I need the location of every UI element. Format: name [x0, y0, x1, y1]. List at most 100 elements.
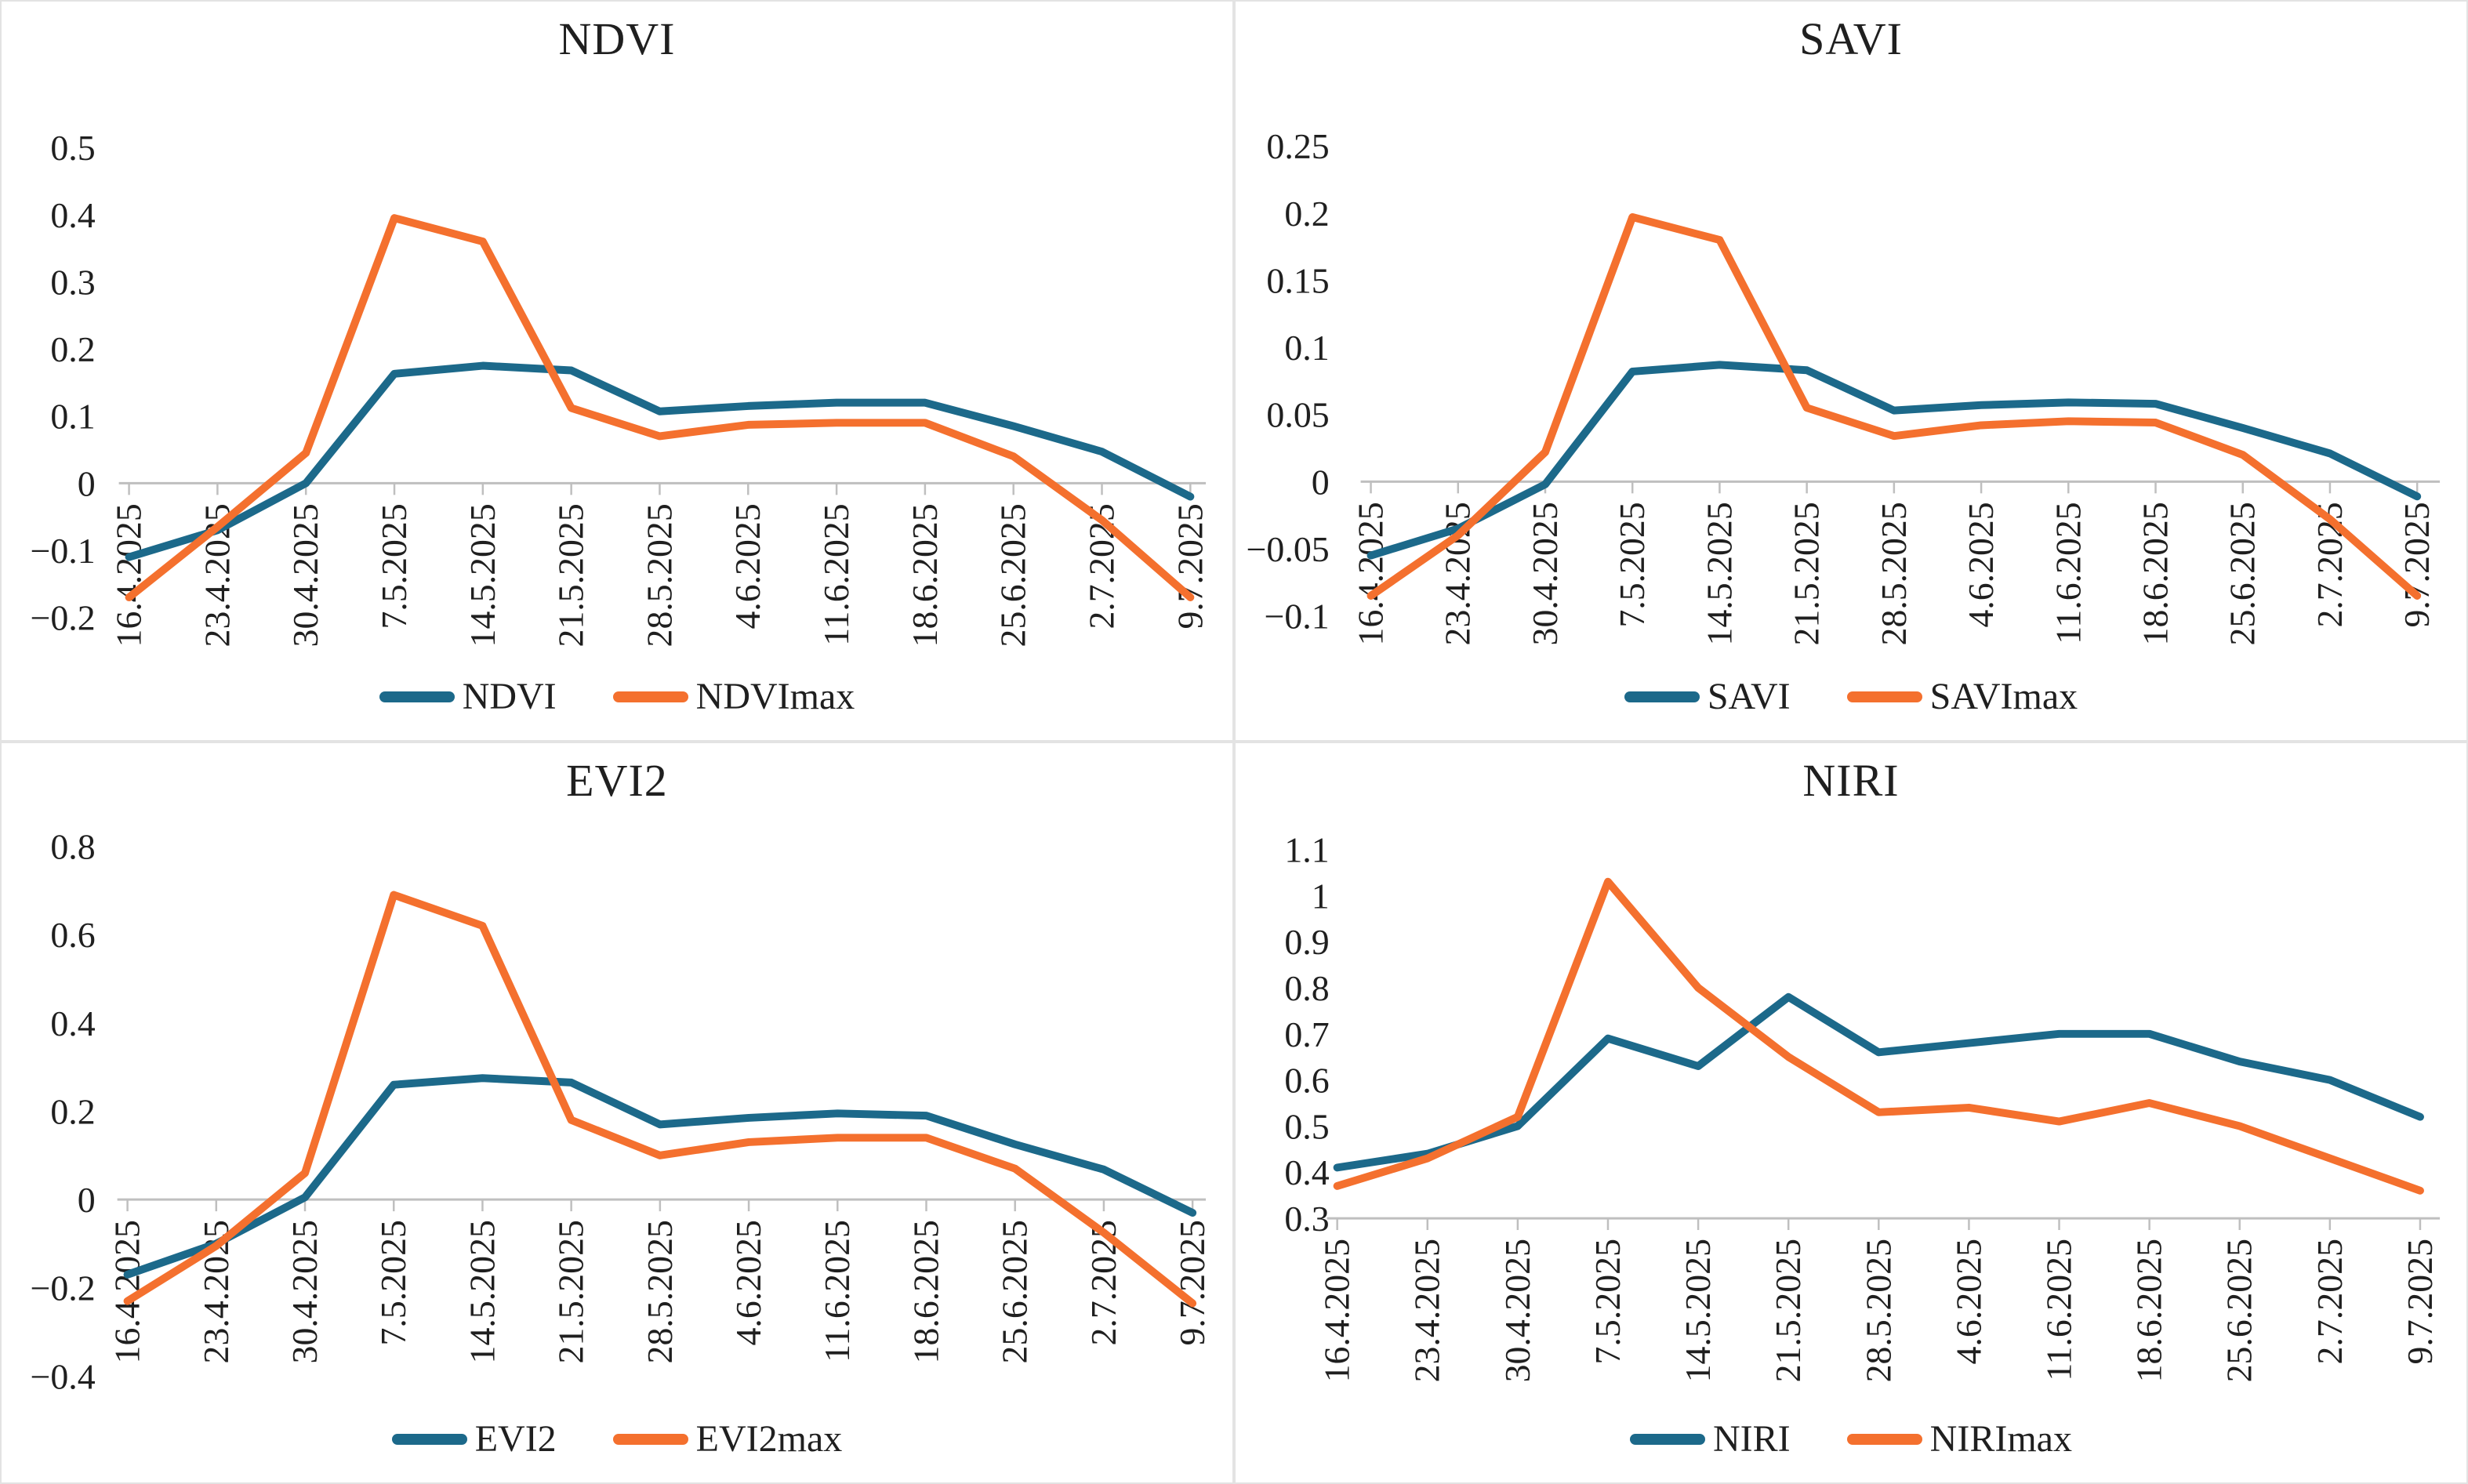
x-axis-label: 28.5.2025	[640, 1220, 680, 1363]
chart-panel-evi2: EVI2 16.4.2025 23.4.2025 30.4.2025 7.5.2025…	[0, 742, 1234, 1484]
legend-line-sample-max	[1846, 1433, 1922, 1445]
x-axis-label: 14.5.2025	[1678, 1239, 1718, 1382]
x-axis-label: 4.6.2025	[1961, 502, 2001, 627]
line-chart-niri: 16.4.2025 23.4.2025 30.4.2025 7.5.2025 14.5.…	[1284, 830, 2441, 1382]
y-axis-label: −0.05	[1247, 529, 1330, 569]
y-axis-label: 0.25	[1266, 126, 1329, 166]
y-axis-label: 0.2	[50, 1091, 95, 1131]
series-line-savi	[1366, 361, 2422, 560]
line-chart-savi: 16.4.2025 23.4.2025 30.4.2025 7.5.2025 14.5.…	[1247, 126, 2441, 645]
chart-title: SAVI	[1799, 13, 1903, 64]
chart-legend: SAVI SAVImax	[1236, 675, 2466, 718]
y-axis-label: 0.3	[50, 262, 95, 302]
chart-legend: NIRI NIRImax	[1236, 1417, 2466, 1460]
y-axis-label: 0	[78, 463, 96, 503]
x-axis-label: 18.6.2025	[2129, 1239, 2169, 1382]
y-axis-label: 0.5	[50, 128, 95, 168]
series-line-ndvimax	[125, 214, 1195, 601]
x-axis-label: 18.6.2025	[906, 1220, 945, 1363]
x-axis-label: 7.5.2025	[373, 1220, 413, 1345]
y-axis-label: 0.8	[1284, 968, 1329, 1008]
legend-label-max: SAVImax	[1929, 676, 2078, 717]
x-axis-label: 28.5.2025	[1874, 502, 1914, 645]
legend-line-sample-max	[612, 1433, 688, 1445]
legend-label-primary: NIRI	[1713, 1418, 1791, 1460]
legend-line-sample-primary	[1624, 691, 1700, 702]
line-chart-evi2: 16.4.2025 23.4.2025 30.4.2025 7.5.2025 14.5.…	[30, 827, 1212, 1397]
legend-label-max: NIRImax	[1929, 1418, 2072, 1460]
y-axis-label: 0.4	[1284, 1152, 1329, 1192]
series-line-ndvi	[125, 361, 1195, 561]
chart-title: NDVI	[558, 13, 676, 64]
legend-label-max: NDVImax	[695, 676, 855, 717]
y-axis-label: 1	[1312, 876, 1330, 916]
y-axis-label: 0.8	[50, 827, 95, 867]
chart-panel-ndvi: NDVI 16.4.2025 23.4.2025 30.4.2025 7.5.2025…	[0, 0, 1234, 742]
y-axis-label: 0	[1312, 462, 1330, 502]
y-axis-label: 0.5	[1284, 1106, 1329, 1146]
y-axis-label: −0.2	[30, 1268, 95, 1308]
legend-label-primary: SAVI	[1707, 676, 1791, 717]
y-axis-label: −0.4	[30, 1356, 95, 1396]
x-axis-label: 30.4.2025	[1497, 1239, 1537, 1382]
x-axis-label: 14.5.2025	[462, 1220, 502, 1363]
x-axis-label: 9.7.2025	[1170, 503, 1210, 629]
series-line-nirimax	[1333, 877, 2424, 1195]
x-axis-label: 2.7.2025	[2310, 1239, 2350, 1364]
x-axis-label: 16.4.2025	[109, 503, 149, 647]
x-axis-label: 30.4.2025	[1525, 502, 1565, 645]
legend-label-primary: EVI2	[474, 1418, 557, 1460]
chart-legend: EVI2 EVI2max	[2, 1417, 1232, 1460]
chart-legend: NDVI NDVImax	[2, 675, 1232, 718]
x-axis-label: 7.5.2025	[1588, 1239, 1628, 1364]
y-axis-label: 0.6	[1284, 1061, 1329, 1101]
y-axis-label: 0.7	[1284, 1014, 1329, 1054]
chart-panel-niri: NIRI 16.4.2025 23.4.2025 30.4.2025 7.5.2025…	[1234, 742, 2468, 1484]
x-axis-label: 9.7.2025	[1172, 1220, 1212, 1345]
x-axis-label: 11.6.2025	[817, 1220, 857, 1362]
x-axis-label: 18.6.2025	[2135, 502, 2175, 645]
x-axis-label: 16.4.2025	[1350, 502, 1390, 645]
x-axis-label: 28.5.2025	[639, 503, 679, 647]
y-axis-label: −0.2	[30, 598, 95, 638]
x-axis-label: 16.4.2025	[1317, 1239, 1357, 1382]
line-chart-ndvi: 16.4.2025 23.4.2025 30.4.2025 7.5.2025 14.5.…	[30, 128, 1210, 647]
series-line-niri	[1333, 992, 2424, 1172]
x-axis-label: 25.6.2025	[2219, 1239, 2259, 1382]
y-axis-label: 0.4	[50, 195, 95, 235]
y-axis-label: 1.1	[1284, 830, 1329, 870]
x-axis-label: 11.6.2025	[2038, 1239, 2078, 1381]
x-axis-label: 9.7.2025	[2400, 1239, 2440, 1364]
y-axis-label: 0.4	[50, 1003, 95, 1043]
y-axis-label: 0.2	[1284, 194, 1329, 234]
x-axis-label: 14.5.2025	[463, 503, 503, 647]
y-axis-label: 0.2	[50, 329, 95, 369]
y-axis-label: 0.1	[1284, 328, 1329, 368]
legend-line-sample-primary	[379, 691, 455, 702]
y-axis-label: 0.9	[1284, 922, 1329, 962]
x-axis-label: 11.6.2025	[816, 503, 856, 645]
x-axis-label: 25.6.2025	[2223, 502, 2263, 645]
x-axis-label: 23.4.2025	[1407, 1239, 1447, 1382]
x-axis-label: 30.4.2025	[285, 1220, 325, 1363]
series-line-evi2max	[123, 891, 1197, 1308]
chart-title: NIRI	[1802, 755, 1900, 806]
x-axis-label: 21.5.2025	[551, 503, 591, 647]
x-axis-label: 11.6.2025	[2048, 502, 2088, 644]
y-axis-label: 0.3	[1284, 1199, 1329, 1239]
legend-label-max: EVI2max	[695, 1418, 843, 1460]
y-axis-label: 0.05	[1266, 395, 1329, 435]
legend-line-sample-max	[612, 691, 688, 702]
y-axis-label: −0.1	[30, 531, 95, 571]
y-axis-label: 0.15	[1266, 260, 1329, 300]
x-axis-label: 14.5.2025	[1699, 502, 1739, 645]
series-line-evi2	[123, 1074, 1197, 1279]
x-axis-label: 4.6.2025	[728, 503, 768, 629]
y-axis-label: −0.1	[1264, 597, 1329, 637]
legend-line-sample-primary	[1630, 1433, 1706, 1445]
x-axis-label: 21.5.2025	[551, 1220, 591, 1363]
x-axis-label: 4.6.2025	[728, 1220, 768, 1345]
x-axis-label: 30.4.2025	[285, 503, 325, 647]
y-axis-label: 0.1	[50, 397, 95, 437]
